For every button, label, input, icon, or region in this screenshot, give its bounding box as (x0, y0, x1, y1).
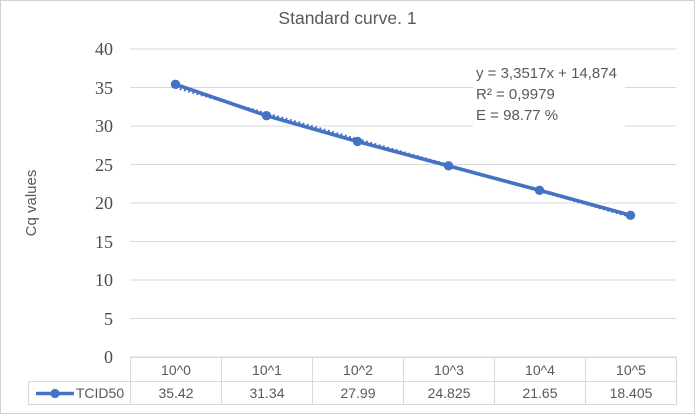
category-header-row: 10^0 10^1 10^2 10^3 10^4 10^5 (29, 357, 677, 382)
series-value-row: TCID50 35.42 31.34 27.99 24.825 21.65 18… (28, 381, 677, 405)
data-point-marker (625, 210, 636, 220)
series-value: 18.405 (585, 381, 677, 405)
data-table: 10^0 10^1 10^2 10^3 10^4 10^5 TCID50 35.… (28, 357, 677, 405)
data-point-marker (352, 136, 363, 147)
series-value: 31.34 (221, 381, 313, 405)
data-point-marker (261, 110, 272, 121)
series-value: 35.42 (130, 381, 222, 405)
category-label: 10^1 (221, 357, 313, 382)
trendline-annotation: y = 3,3517x + 14,874 R² = 0,9979 E = 98.… (473, 63, 625, 128)
category-label: 10^4 (494, 357, 586, 382)
data-point-marker (170, 79, 181, 89)
data-point-marker (534, 185, 545, 195)
legend-key-cell: TCID50 (28, 381, 131, 405)
chart-title: Standard curve. 1 (278, 8, 417, 28)
legend-spacer-cell (29, 358, 131, 382)
series-line-marker-icon (35, 388, 74, 398)
r-squared-value: R² = 0,9979 (476, 86, 555, 103)
series-value: 24.825 (403, 381, 495, 405)
series-value: 27.99 (312, 381, 404, 405)
category-label: 10^5 (585, 357, 677, 382)
series-name: TCID50 (75, 385, 125, 401)
category-label: 10^2 (312, 357, 404, 382)
series-value: 21.65 (494, 381, 586, 405)
efficiency-value: E = 98.77 % (476, 107, 559, 124)
category-label: 10^3 (403, 357, 495, 382)
category-label: 10^0 (130, 357, 222, 382)
data-point-marker (443, 161, 454, 171)
trendline-equation: y = 3,3517x + 14,874 (476, 65, 617, 82)
data-series-line (173, 82, 633, 218)
